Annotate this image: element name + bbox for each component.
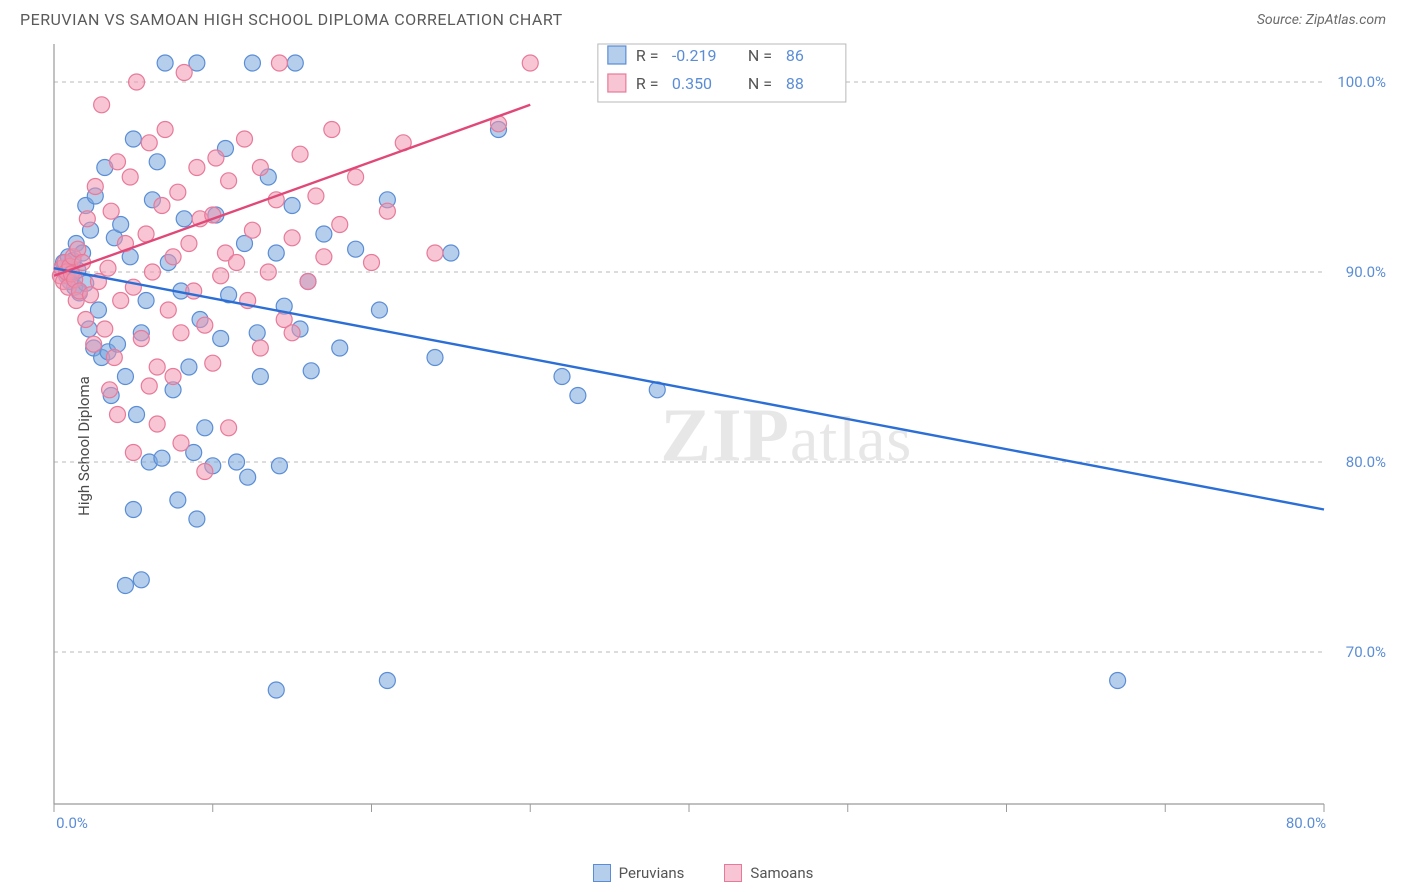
svg-text:N =: N = <box>748 74 772 93</box>
svg-text:N =: N = <box>748 46 772 65</box>
svg-text:80.0%: 80.0% <box>1286 814 1326 832</box>
svg-text:70.0%: 70.0% <box>1346 643 1386 661</box>
svg-text:R =: R = <box>636 74 659 93</box>
svg-text:80.0%: 80.0% <box>1346 453 1386 471</box>
legend-item-samoans: Samoans <box>724 864 813 882</box>
scatter-plot: 70.0% 80.0% 90.0% 100.0% 0.0% 80.0% R = -0.219 N… <box>46 40 1392 832</box>
legend-item-peruvians: Peruvians <box>593 864 685 882</box>
legend-label: Peruvians <box>619 864 685 882</box>
source-label: Source: ZipAtlas.com <box>1257 12 1386 28</box>
plot-area: 70.0% 80.0% 90.0% 100.0% 0.0% 80.0% R = -0.219 N… <box>46 40 1392 832</box>
legend-swatch-icon <box>593 864 611 882</box>
svg-text:86: 86 <box>786 46 804 65</box>
svg-text:-0.219: -0.219 <box>672 46 717 65</box>
svg-text:R =: R = <box>636 46 659 65</box>
chart-title: PERUVIAN VS SAMOAN HIGH SCHOOL DIPLOMA C… <box>20 10 563 29</box>
legend-swatch-icon <box>724 864 742 882</box>
svg-text:100.0%: 100.0% <box>1337 73 1386 91</box>
svg-text:90.0%: 90.0% <box>1346 263 1386 281</box>
svg-text:0.0%: 0.0% <box>56 814 88 832</box>
legend-label: Samoans <box>750 864 813 882</box>
legend: Peruvians Samoans <box>0 864 1406 882</box>
svg-text:88: 88 <box>786 74 804 93</box>
svg-text:0.350: 0.350 <box>672 74 712 93</box>
